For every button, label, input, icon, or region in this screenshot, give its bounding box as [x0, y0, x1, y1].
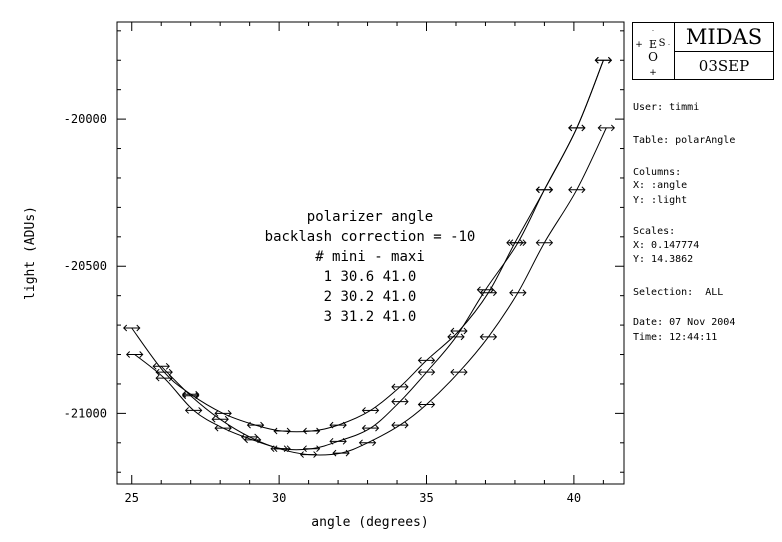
axis-ticks: 25 30 35 40 -20000 -20500 -21000 — [64, 22, 624, 505]
data-point — [332, 449, 350, 457]
svg-text:+: + — [649, 68, 657, 78]
data-point — [246, 421, 265, 429]
data-point — [152, 362, 170, 370]
y-tick-label: -20500 — [64, 259, 107, 273]
data-point — [181, 390, 200, 398]
info-scales-y: Y: 14.3862 — [633, 254, 694, 265]
data-point — [273, 427, 291, 435]
y-axis-label: light (ADUs) — [23, 206, 38, 300]
data-point — [155, 368, 173, 376]
info-table: Table: polarAngle — [633, 135, 736, 146]
data-point — [391, 398, 409, 405]
data-point — [417, 368, 436, 376]
data-point — [302, 427, 321, 435]
data-point — [568, 124, 586, 132]
annotation-line: polarizer angle — [307, 209, 433, 225]
svg-text:+: + — [635, 40, 643, 50]
midas-date: 03SEP — [675, 51, 773, 79]
data-point — [479, 333, 498, 341]
data-point — [509, 289, 527, 297]
annotation-line: backlash correction = -10 — [265, 229, 476, 245]
data-points — [123, 56, 616, 458]
data-point — [358, 439, 377, 447]
info-date: Date: 07 Nov 2004 — [633, 317, 736, 328]
data-point — [417, 401, 436, 408]
eso-logo-icon: · + E S · O + — [633, 23, 675, 79]
svg-text:O: O — [648, 50, 658, 64]
data-point — [391, 421, 409, 429]
x-axis-label: angle (degrees) — [311, 515, 428, 530]
data-point — [479, 289, 498, 297]
data-point — [329, 437, 347, 445]
data-point — [447, 333, 465, 341]
data-point — [181, 392, 200, 400]
info-scales-title: Scales: — [633, 226, 676, 237]
data-point — [299, 451, 318, 458]
y-tick-label: -20000 — [64, 112, 107, 126]
data-point — [361, 407, 380, 414]
fit-curve-1 — [131, 60, 604, 433]
data-point — [450, 327, 468, 335]
midas-logo: · + E S · O + MIDAS 03SEP — [632, 22, 774, 80]
annotation-line: 1 30.6 41.0 — [324, 269, 417, 285]
info-selection: Selection: ALL — [633, 287, 724, 298]
data-point — [417, 357, 436, 364]
x-tick-label: 25 — [125, 491, 139, 505]
svg-text:·: · — [668, 41, 670, 49]
x-tick-label: 30 — [272, 491, 286, 505]
y-tick-label: -21000 — [64, 406, 107, 420]
data-point — [535, 239, 554, 247]
data-point — [270, 445, 288, 453]
svg-text:S: S — [659, 38, 666, 49]
data-point — [184, 407, 203, 414]
info-time: Time: 12:44:11 — [633, 332, 718, 343]
fit-curve-3 — [160, 127, 607, 456]
data-point — [243, 436, 262, 444]
data-point — [123, 324, 141, 332]
data-point — [535, 186, 554, 194]
data-point — [214, 410, 232, 417]
data-point — [211, 415, 229, 423]
svg-text:·: · — [652, 27, 654, 35]
data-point — [450, 368, 468, 376]
data-point — [214, 424, 232, 432]
data-point — [329, 421, 347, 429]
svg-text:E: E — [649, 38, 657, 51]
info-scales-x: X: 0.147774 — [633, 240, 700, 251]
annotation-block: polarizer angle backlash correction = -10… — [265, 209, 476, 325]
data-point — [476, 286, 495, 294]
info-columns-y: Y: :light — [633, 195, 688, 206]
info-columns-x: X: :angle — [633, 180, 688, 191]
data-point — [568, 186, 586, 194]
annotation-line: 2 30.2 41.0 — [324, 289, 417, 305]
info-columns-title: Columns: — [633, 167, 682, 178]
data-point — [361, 424, 380, 432]
data-point — [125, 351, 144, 358]
data-point — [155, 374, 173, 382]
annotation-line: 3 31.2 41.0 — [324, 309, 417, 325]
data-point — [509, 239, 527, 247]
info-user: User: timmi — [633, 102, 700, 113]
data-point — [391, 383, 409, 391]
midas-title: MIDAS — [685, 25, 763, 49]
data-point — [240, 433, 259, 441]
x-tick-label: 35 — [419, 491, 433, 505]
data-point — [302, 445, 321, 453]
data-point — [594, 56, 613, 64]
plot-frame — [116, 21, 625, 485]
x-tick-label: 40 — [567, 491, 581, 505]
data-point — [597, 124, 616, 132]
annotation-line: # mini - maxi — [315, 249, 425, 265]
